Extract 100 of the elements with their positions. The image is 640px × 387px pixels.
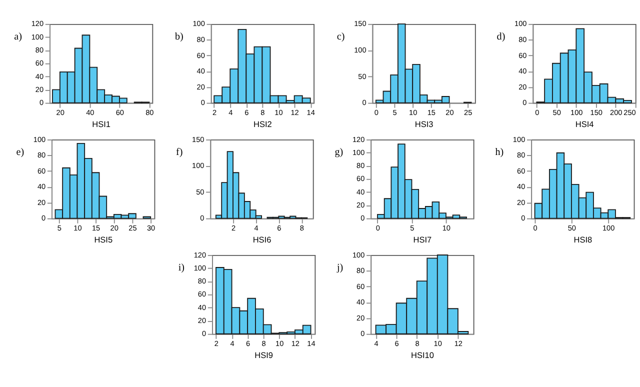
y-tick-label: 0: [39, 98, 44, 108]
x-tick-label: 12: [290, 108, 299, 118]
y-tick-label: 80: [198, 276, 206, 286]
y-tick-label: 20: [517, 198, 526, 207]
text: e): [16, 147, 24, 158]
x-axis-title: HSI1: [92, 120, 111, 130]
x-tick-label: 100: [602, 224, 615, 233]
x-axis-title: HSI4: [575, 120, 594, 130]
y-tick-label: 20: [37, 198, 46, 207]
x-tick-label: 0: [374, 108, 378, 118]
text: a): [14, 32, 22, 43]
y-tick-label: 80: [356, 161, 365, 170]
text: j): [336, 262, 344, 274]
x-axis-title: HSI10: [410, 351, 434, 360]
x-tick-label: 14: [307, 339, 316, 348]
y-tick-label: 80: [35, 46, 44, 55]
text: d): [496, 32, 506, 43]
x-tick-label: 40: [86, 108, 94, 118]
y-tick-label: 0: [362, 98, 366, 108]
x-axis-title: HSI3: [414, 120, 434, 130]
x-tick-label: 50: [568, 224, 576, 233]
x-tick-label: 10: [408, 108, 418, 118]
y-tick-label: 20: [35, 84, 44, 94]
x-tick-label: 25: [128, 224, 137, 233]
y-tick-label: 100: [354, 46, 366, 55]
y-tick-label: 150: [192, 134, 204, 144]
y-tick-label: 40: [518, 66, 527, 76]
x-tick-label: 150: [590, 108, 602, 118]
y-tick-label: 60: [518, 50, 527, 60]
x-tick-label: 15: [92, 224, 100, 233]
x-tick-label: 2: [212, 108, 217, 118]
x-tick-label: 8: [260, 108, 265, 118]
text: h): [495, 147, 504, 158]
x-tick-label: 5: [57, 224, 62, 233]
x-tick-label: 6: [246, 339, 250, 348]
x-tick-label: 0: [376, 224, 380, 233]
y-tick-label: 150: [354, 19, 366, 28]
x-tick-label: 5: [410, 224, 414, 233]
x-tick-label: 8: [300, 224, 304, 233]
y-tick-label: 0: [42, 214, 46, 223]
y-tick-label: 50: [196, 187, 204, 196]
y-tick-label: 20: [356, 200, 365, 210]
x-tick-label: 6: [277, 224, 282, 233]
x-tick-label: 12: [454, 339, 462, 348]
x-tick-label: 10: [274, 108, 283, 118]
x-tick-label: 10: [74, 224, 82, 233]
y-tick-label: 50: [358, 72, 366, 81]
x-tick-label: 6: [244, 108, 249, 118]
y-tick-label: 80: [517, 150, 526, 160]
y-tick-label: 40: [35, 72, 44, 81]
x-tick-label: 10: [276, 339, 284, 348]
text: i): [178, 262, 185, 274]
y-tick-label: 0: [200, 98, 205, 108]
y-tick-label: 40: [517, 182, 526, 192]
y-tick-label: 0: [522, 98, 527, 108]
y-tick-label: 100: [31, 32, 44, 42]
y-tick-label: 80: [196, 35, 205, 44]
y-tick-label: 100: [512, 134, 526, 144]
x-tick-label: 25: [464, 108, 472, 118]
x-tick-label: 4: [230, 339, 234, 348]
x-tick-label: 15: [427, 108, 436, 118]
y-tick-label: 100: [352, 148, 365, 157]
text: g): [334, 147, 344, 158]
x-tick-label: 4: [228, 108, 233, 118]
y-tick-label: 100: [192, 161, 204, 170]
y-tick-label: 100: [352, 250, 365, 260]
y-tick-label: 120: [352, 134, 365, 144]
y-tick-label: 20: [198, 316, 206, 326]
x-tick-label: 30: [146, 224, 156, 233]
x-tick-label: 100: [570, 108, 583, 118]
y-tick-label: 100: [192, 19, 205, 28]
y-tick-label: 60: [37, 166, 46, 176]
y-tick-label: 40: [198, 302, 206, 312]
y-tick-label: 100: [33, 134, 46, 144]
y-tick-label: 40: [37, 182, 46, 192]
x-tick-label: 8: [262, 339, 266, 348]
x-axis-title: HSI6: [252, 236, 272, 245]
x-tick-label: 6: [394, 339, 399, 348]
y-tick-label: 60: [35, 58, 44, 68]
x-tick-label: 80: [146, 108, 154, 118]
x-tick-label: 8: [415, 339, 420, 348]
y-tick-label: 80: [356, 266, 365, 276]
y-tick-label: 20: [196, 82, 205, 92]
x-axis-title: HSI8: [574, 236, 593, 245]
x-tick-label: 20: [446, 108, 454, 118]
x-tick-label: 20: [110, 224, 118, 233]
x-tick-label: 60: [116, 108, 124, 118]
y-tick-label: 20: [518, 82, 527, 92]
y-tick-label: 40: [356, 298, 365, 307]
y-tick-label: 0: [202, 329, 206, 338]
x-tick-label: 4: [254, 224, 258, 233]
x-tick-label: 12: [291, 339, 300, 348]
x-axis-title: HSI7: [413, 236, 432, 245]
y-tick-label: 100: [194, 263, 206, 272]
y-tick-label: 40: [196, 66, 205, 76]
y-tick-label: 80: [37, 150, 46, 160]
y-tick-label: 100: [514, 19, 527, 28]
x-tick-label: 2: [214, 339, 218, 348]
y-tick-label: 60: [517, 166, 526, 176]
x-axis-title: HSI2: [254, 120, 272, 130]
